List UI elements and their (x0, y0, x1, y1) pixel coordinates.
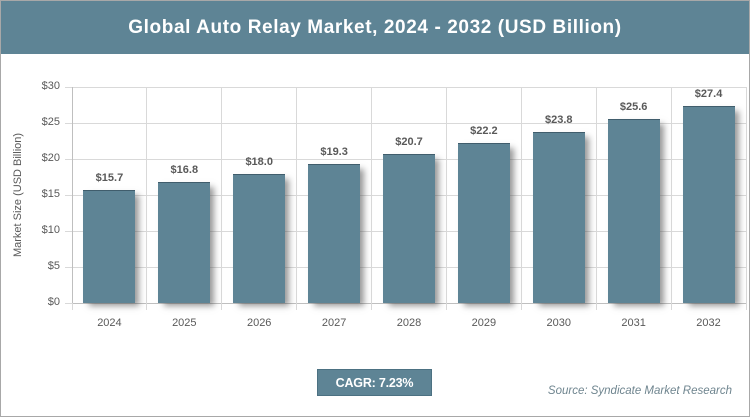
bar (158, 182, 211, 304)
y-tick-label: $20 (41, 152, 60, 164)
bar-value-label: $25.6 (619, 100, 648, 113)
x-tick-mark (221, 303, 222, 310)
gridline-vertical (296, 87, 297, 304)
gridline-horizontal (72, 87, 746, 88)
bar (607, 118, 660, 304)
bar-value-label: $23.8 (545, 113, 573, 126)
x-tick-mark (521, 303, 522, 310)
bar-value-label: $16.8 (170, 164, 199, 177)
cagr-badge: CAGR: 7.23% (317, 369, 432, 396)
bar (308, 164, 361, 304)
chart-title: Global Auto Relay Market, 2024 - 2032 (U… (128, 16, 622, 38)
gridline-horizontal (72, 123, 746, 124)
x-tick-label: 2026 (246, 317, 272, 329)
x-tick-mark (746, 303, 747, 310)
bar (383, 154, 435, 304)
y-tick-mark (64, 303, 72, 304)
y-axis-title: Market Size (USD Billion) (12, 133, 24, 258)
gridline-vertical (371, 87, 372, 304)
bar-value-label: $15.7 (95, 172, 124, 185)
x-tick-mark (146, 303, 147, 310)
y-tick-label: $30 (41, 80, 60, 92)
x-tick-label: 2030 (546, 317, 571, 329)
bar (682, 105, 735, 304)
y-tick-mark (64, 195, 72, 196)
bar (532, 131, 585, 304)
gridline-vertical (446, 87, 447, 304)
bar (233, 173, 286, 304)
bar-value-label: $20.7 (395, 136, 423, 149)
gridline-vertical (221, 87, 222, 304)
y-tick-mark (64, 159, 72, 160)
x-axis-line (72, 303, 746, 304)
gridline-vertical (596, 87, 597, 304)
y-tick-mark (64, 267, 72, 268)
y-tick-mark (64, 123, 72, 124)
chart-title-banner: Global Auto Relay Market, 2024 - 2032 (U… (1, 1, 749, 54)
source-note: Source: Syndicate Market Research (547, 385, 732, 397)
bar-value-label: $27.4 (694, 87, 723, 100)
x-tick-mark (371, 303, 372, 310)
bar-value-label: $22.2 (470, 125, 498, 138)
x-tick-mark (596, 303, 597, 310)
y-tick-label: $0 (47, 296, 60, 308)
y-tick-label: $5 (47, 260, 60, 272)
gridline-vertical (671, 87, 672, 304)
x-tick-label: 2032 (696, 317, 721, 329)
bar-value-label: $19.3 (320, 146, 348, 159)
x-tick-label: 2029 (471, 317, 497, 329)
x-tick-label: 2025 (172, 317, 197, 329)
x-tick-label: 2027 (321, 317, 347, 329)
gridline-vertical (146, 87, 147, 304)
y-axis-line (72, 87, 73, 304)
x-tick-label: 2031 (621, 317, 646, 329)
x-tick-mark (72, 303, 73, 310)
x-tick-mark (671, 303, 672, 310)
x-tick-label: 2028 (396, 317, 422, 329)
bar (457, 143, 510, 304)
y-tick-mark (64, 231, 72, 232)
gridline-vertical (746, 87, 747, 304)
y-tick-label: $10 (41, 224, 60, 236)
y-tick-mark (64, 87, 72, 88)
x-tick-mark (296, 303, 297, 310)
y-tick-label: $15 (41, 188, 60, 200)
gridline-vertical (521, 87, 522, 304)
x-tick-label: 2024 (97, 317, 122, 329)
y-tick-label: $25 (41, 116, 60, 128)
x-tick-mark (446, 303, 447, 310)
bar (83, 190, 136, 304)
bar-value-label: $18.0 (245, 155, 273, 168)
